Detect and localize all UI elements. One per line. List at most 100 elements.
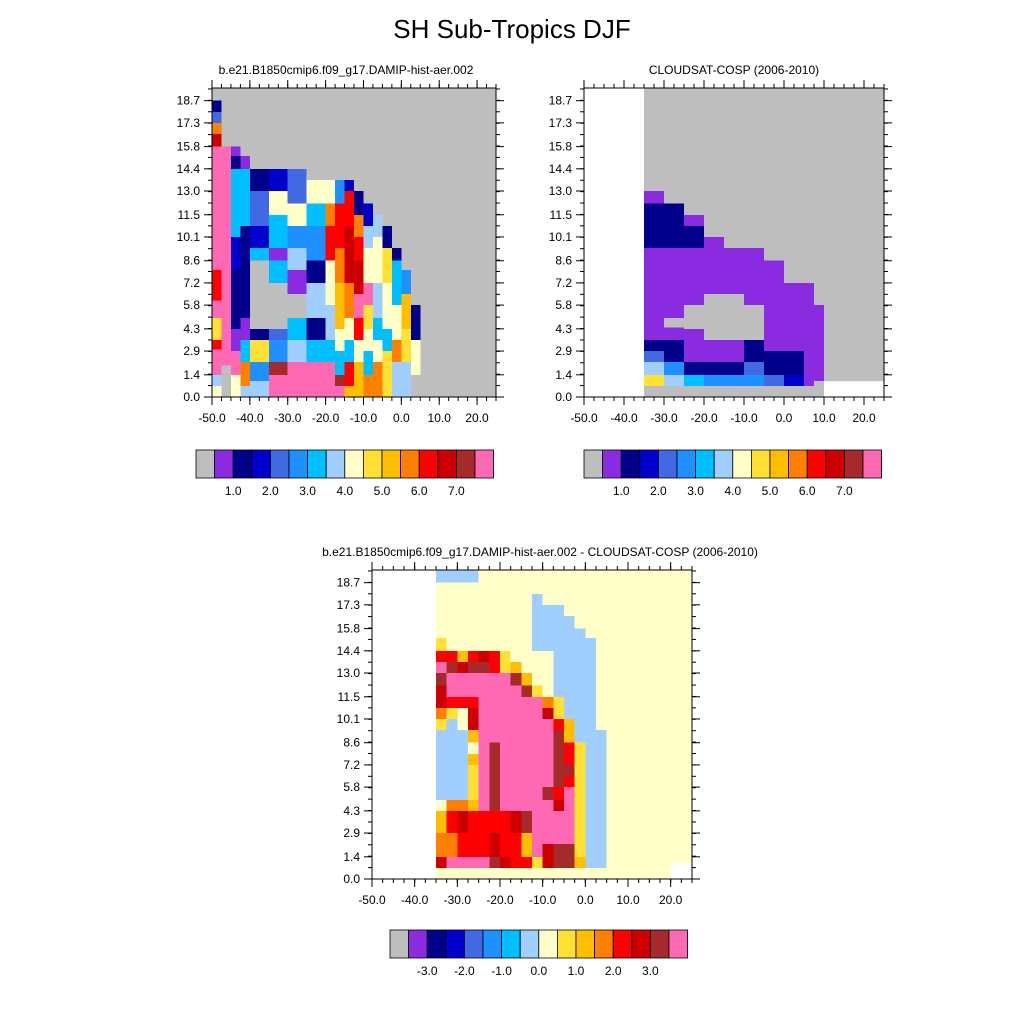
heatmap-cell	[230, 351, 241, 375]
heatmap-cell	[372, 339, 383, 363]
colorbar-label: -1.0	[491, 964, 512, 978]
heatmap-cell	[521, 833, 532, 857]
heatmap-cell	[684, 374, 704, 386]
heatmap-cell	[468, 753, 479, 765]
colorbar-swatch	[344, 449, 364, 479]
x-tick-label: -30.0	[650, 411, 678, 425]
heatmap-cell	[372, 317, 383, 340]
heatmap-cell	[457, 742, 468, 800]
heatmap-cell	[344, 282, 354, 318]
y-tick-label: 15.8	[549, 140, 573, 154]
colorbar-swatch	[612, 929, 633, 959]
colorbar-swatch	[482, 929, 503, 959]
heatmap-cell	[446, 650, 458, 662]
y-tick-label: 0.0	[555, 390, 572, 404]
heatmap-cell	[401, 294, 411, 329]
heatmap-cell	[391, 248, 402, 261]
heatmap-cell	[521, 673, 532, 686]
heatmap-cell	[457, 696, 468, 708]
colorbar-swatch	[362, 449, 383, 479]
colorbar-swatch	[418, 449, 439, 479]
heatmap-cell	[532, 593, 543, 651]
heatmap-cell	[446, 661, 458, 673]
heatmap-cell	[325, 305, 336, 340]
heatmap-cell	[764, 351, 784, 375]
y-tick-label: 10.1	[549, 230, 573, 244]
heatmap-cell	[521, 810, 532, 834]
heatmap-cell	[704, 339, 724, 363]
heatmap-cell	[268, 282, 288, 329]
heatmap-cell	[457, 799, 468, 811]
heatmap-cell	[804, 282, 814, 306]
heatmap-cell	[325, 203, 336, 226]
heatmap-cell	[468, 742, 479, 754]
heatmap-cell	[363, 203, 373, 226]
heatmap-cell	[354, 362, 364, 397]
heatmap-cell	[354, 317, 364, 340]
heatmap-cell	[212, 300, 222, 318]
y-tick-label: 13.0	[337, 666, 361, 680]
heatmap-cell	[249, 381, 269, 397]
heatmap-cell	[287, 168, 307, 204]
heatmap-cell	[553, 604, 564, 673]
heatmap-cell	[363, 282, 373, 306]
heatmap-cell	[644, 362, 664, 375]
heatmap-cell	[542, 799, 554, 845]
y-tick-label: 14.4	[549, 162, 573, 176]
heatmap-cell	[804, 305, 814, 386]
heatmap-cell	[382, 282, 392, 329]
panel-2: CLOUDSAT-COSP (2006-2010) -50.0 -40.0 -30.0…	[549, 63, 892, 498]
heatmap-cell	[784, 351, 804, 375]
heatmap-cell	[230, 146, 241, 157]
x-tick-label: 0.0	[577, 893, 594, 907]
heatmap-cell	[489, 833, 500, 857]
colorbar-swatch	[751, 449, 771, 479]
heatmap-cell	[574, 718, 586, 743]
panel-title: b.e21.B1850cmip6.f09_g17.DAMIP-hist-aer.…	[219, 63, 474, 77]
colorbar-swatch	[676, 449, 697, 479]
heatmap-cell	[644, 203, 664, 249]
colorbar-label: 7.0	[836, 484, 853, 498]
heatmap-cell	[500, 673, 511, 697]
heatmap-cell	[500, 810, 511, 834]
heatmap-cell	[564, 718, 575, 743]
colorbar-swatch	[713, 449, 734, 479]
heatmap-cell	[230, 156, 241, 169]
heatmap-cell	[468, 833, 479, 857]
heatmap-cell	[744, 339, 764, 363]
heatmap-cell	[287, 225, 307, 249]
colorbar-label: 3.0	[642, 964, 659, 978]
colorbar-swatch	[408, 929, 428, 959]
heatmap-cell	[489, 856, 500, 868]
panel-title: CLOUDSAT-COSP (2006-2010)	[649, 63, 819, 77]
colorbar-swatch	[631, 929, 651, 959]
heatmap-cell	[457, 856, 468, 868]
heatmap-cell	[436, 685, 447, 708]
heatmap-cell	[446, 833, 458, 857]
heatmap-cell	[306, 203, 326, 226]
colorbar-swatch	[437, 449, 457, 479]
heatmap-cell	[446, 810, 458, 834]
heatmap-cell	[553, 718, 564, 731]
y-tick-label: 17.3	[177, 116, 201, 130]
heatmap-cell	[500, 833, 511, 857]
panel-title: b.e21.B1850cmip6.f09_g17.DAMIP-hist-aer.…	[322, 545, 758, 559]
heatmap-cell	[212, 385, 222, 397]
heatmap-cell	[372, 236, 383, 283]
y-tick-label: 5.8	[343, 780, 360, 794]
heatmap-cell	[249, 191, 269, 226]
heatmap-cell	[478, 718, 490, 743]
y-tick-label: 17.3	[549, 116, 573, 130]
heatmap-cell	[268, 260, 288, 283]
heatmap-cell	[500, 650, 511, 673]
heatmap-cell	[212, 374, 222, 386]
y-tick-label: 11.5	[550, 208, 573, 222]
colorbar-swatch	[214, 449, 234, 479]
heatmap-cell	[363, 305, 373, 329]
heatmap-cell	[436, 661, 447, 673]
x-tick-label: -10.0	[529, 893, 557, 907]
heatmap-cell	[363, 351, 373, 375]
colorbar-swatch	[381, 449, 402, 479]
heatmap-cell	[344, 317, 354, 340]
x-tick-label: -40.0	[401, 893, 429, 907]
